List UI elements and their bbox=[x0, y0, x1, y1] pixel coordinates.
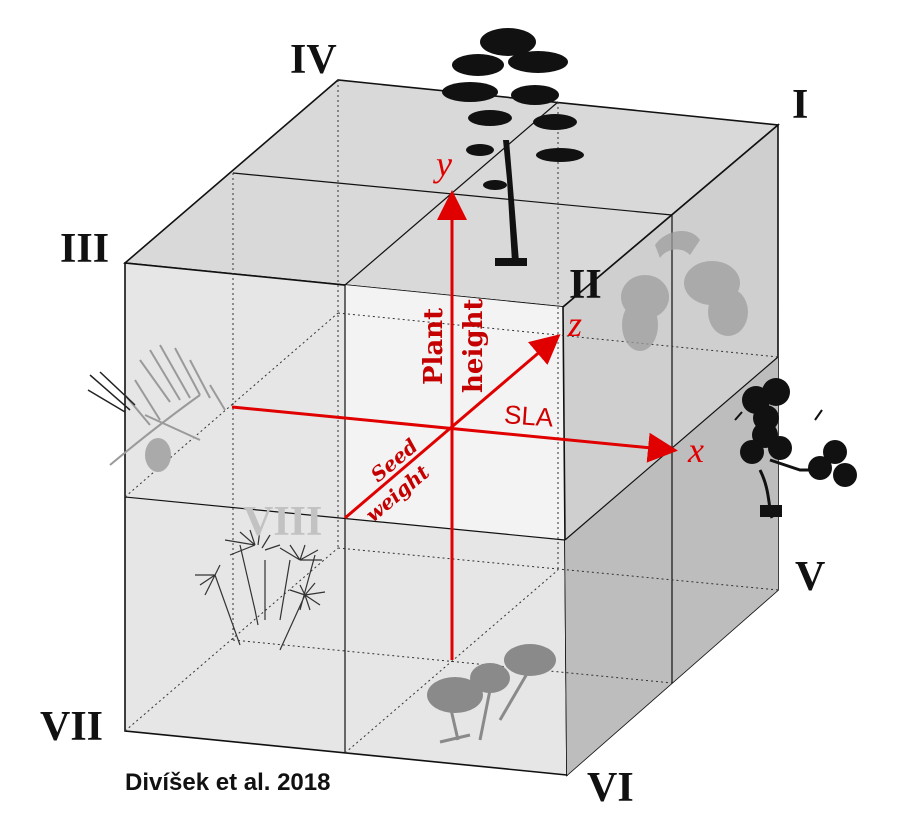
dandelion-seeds-icon bbox=[195, 529, 326, 651]
pine-branch-icon bbox=[87, 344, 226, 472]
small-herb-icon bbox=[427, 644, 556, 744]
octant-label-v: V bbox=[795, 554, 825, 600]
octant-label-iii: III bbox=[60, 226, 109, 272]
axes bbox=[231, 190, 678, 660]
acorn-icon bbox=[621, 230, 748, 351]
octant-label-vi: VI bbox=[587, 765, 634, 811]
z-axis-line bbox=[344, 334, 561, 520]
z-axis-letter: z bbox=[567, 304, 582, 344]
octant-label-i: I bbox=[792, 82, 808, 128]
x-axis-label: SLA bbox=[503, 399, 555, 432]
x-axis-letter: x bbox=[687, 430, 704, 470]
octant-label-vii: VII bbox=[40, 704, 103, 750]
cube-front-highlight bbox=[345, 285, 565, 540]
citation-credit: Divíšek et al. 2018 bbox=[125, 769, 330, 796]
oxalis-plant-icon bbox=[734, 378, 857, 519]
y-axis-label-line2: height bbox=[459, 299, 489, 393]
pine-tree-icon bbox=[442, 28, 584, 266]
octant-label-iv: IV bbox=[290, 37, 337, 83]
y-axis-label-line1: Plant bbox=[419, 308, 449, 385]
y-axis-letter: y bbox=[433, 144, 452, 184]
octant-label-ii: II bbox=[569, 262, 602, 308]
octant-label-viii: VIII bbox=[243, 499, 322, 545]
